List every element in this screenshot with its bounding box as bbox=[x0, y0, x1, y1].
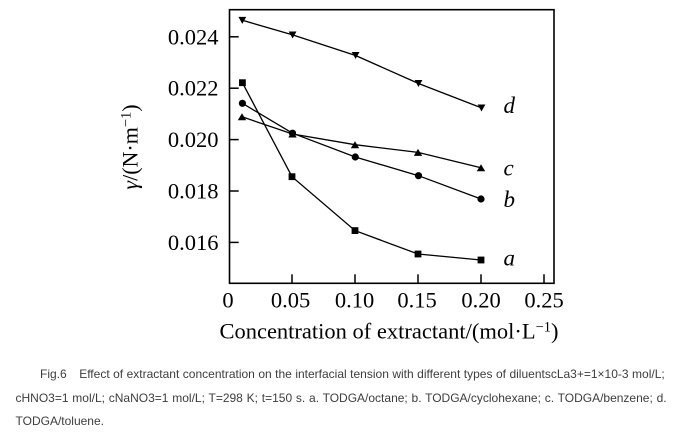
svg-text:d: d bbox=[504, 93, 516, 118]
svg-text:0.10: 0.10 bbox=[335, 288, 374, 313]
svg-text:0.05: 0.05 bbox=[271, 288, 310, 313]
svg-text:0.25: 0.25 bbox=[524, 288, 563, 313]
svg-text:0.022: 0.022 bbox=[168, 76, 219, 101]
svg-text:0.020: 0.020 bbox=[168, 127, 219, 152]
svg-text:0.018: 0.018 bbox=[168, 179, 219, 204]
svg-text:a: a bbox=[504, 245, 516, 270]
svg-text:0.024: 0.024 bbox=[168, 24, 219, 49]
svg-text:0.016: 0.016 bbox=[168, 230, 219, 255]
svg-text:Concentration of extractant/(m: Concentration of extractant/(mol·L−1) bbox=[219, 319, 558, 344]
svg-text:b: b bbox=[504, 187, 516, 212]
svg-text:0.15: 0.15 bbox=[397, 288, 436, 313]
svg-text:0.20: 0.20 bbox=[461, 288, 500, 313]
svg-text:γ/(N·m−1): γ/(N·m−1) bbox=[118, 104, 143, 189]
svg-text:c: c bbox=[504, 156, 514, 181]
svg-text:0: 0 bbox=[222, 288, 233, 313]
